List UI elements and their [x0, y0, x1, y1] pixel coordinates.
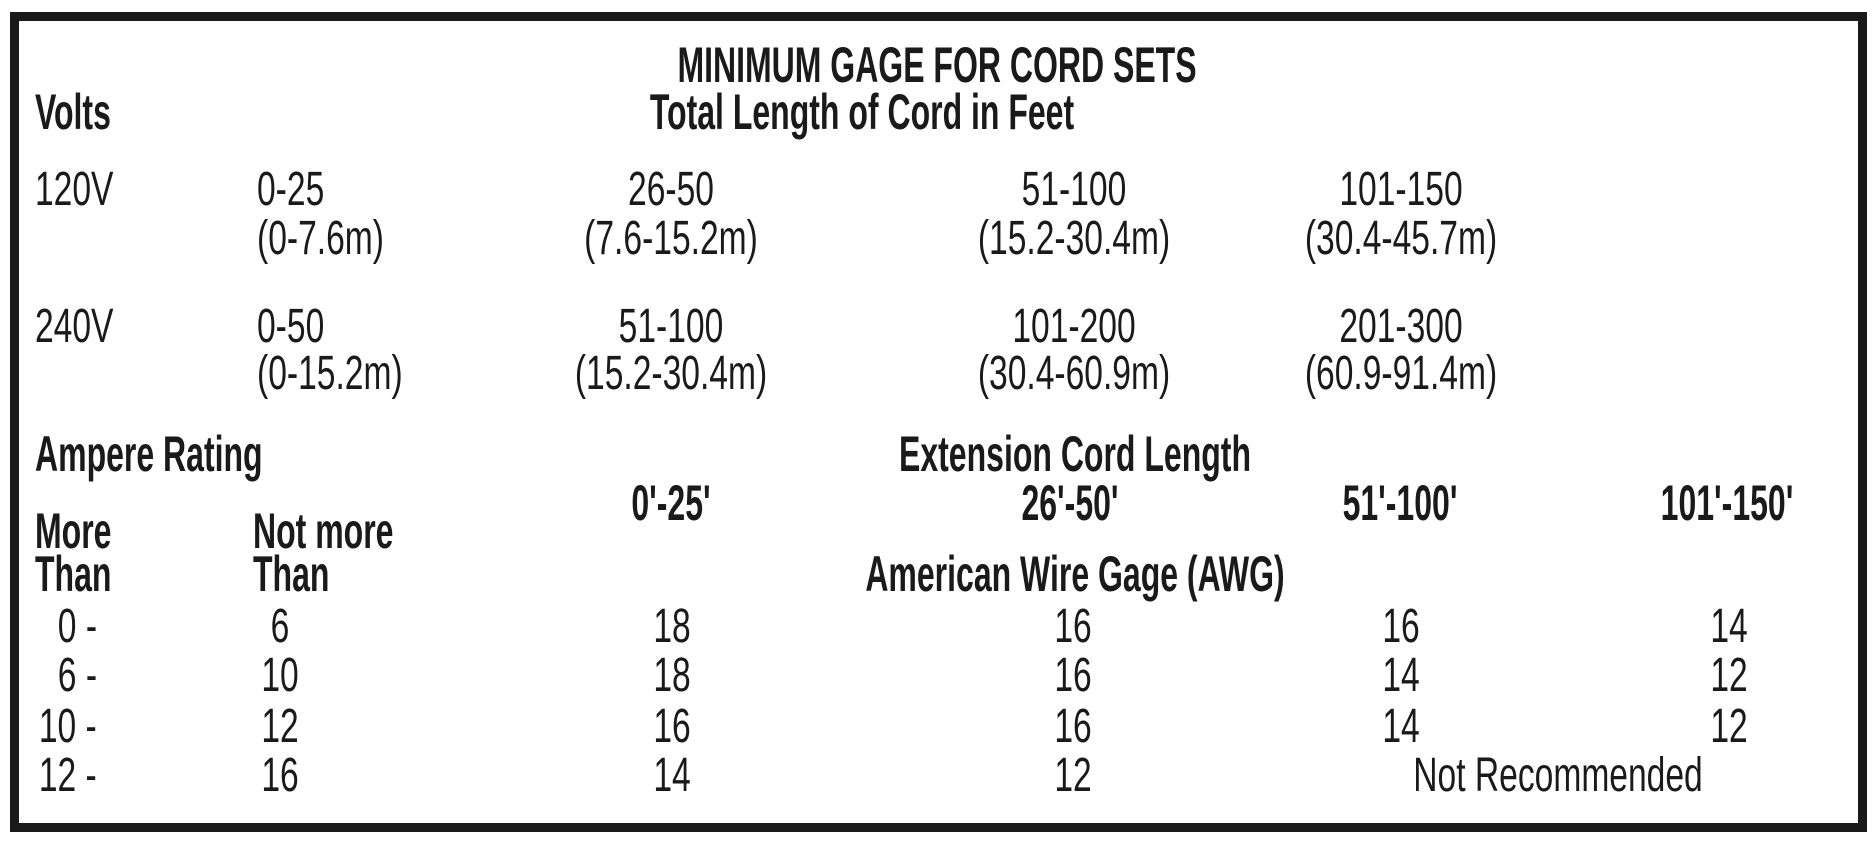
cord-cell-feet: 0-25	[257, 163, 325, 216]
awg-value: 12	[1710, 649, 1748, 702]
table-title: MINIMUM GAGE FOR CORD SETS	[677, 37, 1197, 93]
amp-more-than: 6 -	[57, 649, 97, 702]
total-length-header: Total Length of Cord in Feet	[649, 84, 1075, 140]
awg-value: 14	[653, 749, 691, 802]
awg-value: 14	[1382, 700, 1420, 753]
cord-cell-feet: 51-100	[618, 300, 724, 353]
not-more-than-header-line2: Than	[253, 546, 330, 602]
awg-value: 16	[1054, 600, 1092, 653]
awg-value: 14	[1710, 600, 1748, 653]
not-more-than-header-line1: Not more	[253, 503, 394, 559]
cord-cell-meters: (15.2-30.4m)	[977, 212, 1171, 265]
awg-value: 18	[653, 649, 691, 702]
cord-cell-feet: 0-50	[257, 300, 325, 353]
awg-value: 16	[1054, 700, 1092, 753]
amp-not-more-than: 6	[270, 600, 290, 653]
more-than-header-line2: Than	[35, 546, 112, 602]
cord-cell-feet: 51-100	[1021, 163, 1127, 216]
cord-row-volts: 120V	[35, 163, 114, 216]
extension-cord-length-header: Extension Cord Length	[899, 426, 1251, 482]
amp-more-than: 12 -	[39, 749, 97, 802]
awg-value: 18	[653, 600, 691, 653]
ampere-rating-header: Ampere Rating	[35, 426, 263, 482]
table-border	[10, 12, 1867, 832]
awg-value: 14	[1382, 649, 1420, 702]
not-recommended-note: Not Recommended	[1413, 749, 1703, 802]
awg-value: 16	[1382, 600, 1420, 653]
cord-cell-feet: 26-50	[628, 163, 714, 216]
length-col-header: 26'-50'	[1021, 475, 1119, 531]
cord-cell-meters: (0-7.6m)	[257, 212, 384, 265]
length-col-header: 51'-100'	[1342, 475, 1458, 531]
amp-not-more-than: 12	[261, 700, 299, 753]
volts-header: Volts	[35, 84, 111, 140]
amp-more-than: 0 -	[57, 600, 97, 653]
cord-cell-feet: 201-300	[1339, 300, 1463, 353]
amp-not-more-than: 16	[261, 749, 299, 802]
awg-value: 16	[1054, 649, 1092, 702]
length-col-header: 0'-25'	[631, 475, 711, 531]
cord-cell-meters: (60.9-91.4m)	[1304, 347, 1498, 400]
more-than-header-line1: More	[35, 503, 112, 559]
awg-value: 12	[1710, 700, 1748, 753]
length-col-header: 101'-150'	[1660, 475, 1794, 531]
awg-header: American Wire Gage (AWG)	[865, 546, 1285, 602]
cord-cell-meters: (7.6-15.2m)	[584, 212, 758, 265]
cord-cell-feet: 101-150	[1339, 163, 1463, 216]
cord-cell-meters: (0-15.2m)	[257, 347, 403, 400]
cord-cell-feet: 101-200	[1012, 300, 1136, 353]
cord-row-volts: 240V	[35, 300, 114, 353]
amp-not-more-than: 10	[261, 649, 299, 702]
amp-more-than: 10 -	[39, 700, 97, 753]
awg-value: 16	[653, 700, 691, 753]
cord-cell-meters: (30.4-45.7m)	[1304, 212, 1498, 265]
cord-cell-meters: (30.4-60.9m)	[977, 347, 1171, 400]
awg-value: 12	[1054, 749, 1092, 802]
cord-cell-meters: (15.2-30.4m)	[574, 347, 768, 400]
